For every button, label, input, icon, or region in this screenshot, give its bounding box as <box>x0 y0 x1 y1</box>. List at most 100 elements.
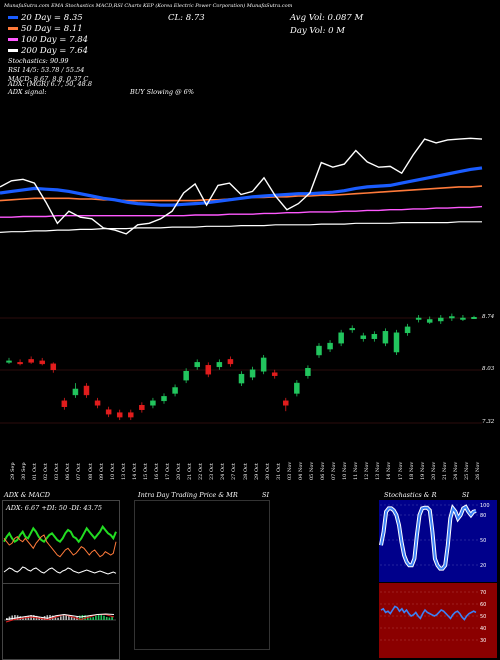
candle-body <box>94 400 101 406</box>
macd-histogram-bar <box>68 615 70 620</box>
rsi-panel <box>379 583 497 658</box>
ema-line-chart <box>0 137 483 235</box>
macd-histogram-bar <box>19 616 22 620</box>
price-axis-mid: 8.03 <box>482 366 495 372</box>
rsi-tick-label: 50 <box>480 614 486 620</box>
price-axis-bottom: 7.32 <box>482 419 495 425</box>
close-price: CL: 8.73 <box>168 13 205 23</box>
legend-label-ema-20: 20 Day = 8.35 <box>21 13 83 23</box>
candle-body <box>128 412 134 418</box>
candle-body <box>194 362 200 368</box>
candle-body <box>72 388 79 396</box>
adx-value: ADX: (MGR) 6.7, 50, 48.8 <box>8 80 93 88</box>
macd-histogram-bar <box>92 617 94 620</box>
legend-swatch-ema-100 <box>8 38 18 41</box>
candle-body <box>404 326 411 334</box>
minus-di-line <box>3 534 117 558</box>
close-price-line <box>0 137 483 235</box>
candle-body <box>271 372 278 376</box>
macd-histogram-bar <box>73 617 76 620</box>
legend-ema-50: 50 Day = 8.11 <box>8 24 83 34</box>
candle-body <box>28 359 34 363</box>
macd-line <box>5 613 115 620</box>
stochastics-value: Stochastics: 90.99 <box>8 57 69 65</box>
candle-body <box>449 316 455 319</box>
candle-body <box>61 400 68 407</box>
macd-histogram-bar <box>95 615 97 620</box>
legend-label-ema-100: 100 Day = 7.84 <box>21 35 89 45</box>
candle-body <box>50 363 57 371</box>
stochastics-tick-label: 100 <box>480 503 490 509</box>
macd-histogram-bar <box>87 616 89 620</box>
candle-body <box>139 405 145 410</box>
rsi-value: RSI 14/5: 53.78 / 55.54 <box>8 66 85 74</box>
candle-body <box>349 328 355 331</box>
day-volume: Day Vol: 0 M <box>290 26 345 36</box>
rsi-line <box>380 605 477 621</box>
candle-body <box>327 342 333 350</box>
candle-body <box>172 387 178 394</box>
macd-histogram-bar <box>24 616 27 620</box>
stochastics-panel-title: Stochastics & R <box>384 491 437 499</box>
adx-signal-label: ADX signal: <box>8 88 47 96</box>
candle-body <box>260 357 267 372</box>
intraday-si-label: SI <box>262 491 270 499</box>
chart-topline: MunafaSutra.com EMA Stochastics MACD,RSI… <box>4 3 293 9</box>
candle-body <box>183 370 189 381</box>
legend-swatch-ema-20 <box>8 16 18 19</box>
legend-ema-200: 200 Day = 7.64 <box>8 46 88 56</box>
macd-histogram-bar <box>60 616 62 620</box>
candle-body <box>39 360 45 365</box>
average-volume: Avg Vol: 0.087 M <box>290 13 364 23</box>
candle-body <box>471 317 477 320</box>
stochastics-line <box>380 505 477 570</box>
candle-body <box>17 362 23 365</box>
macd-value: MACD: 8.67, 8.8, 0.37 C <box>8 75 89 83</box>
legend-swatch-ema-50 <box>8 27 18 30</box>
macd-histogram-bar <box>14 615 16 620</box>
stochastics-tick-label: 50 <box>480 538 486 544</box>
ema-100-line <box>0 205 483 218</box>
legend-label-ema-50: 50 Day = 8.11 <box>21 24 83 34</box>
macd-histogram-bar <box>46 615 49 620</box>
candle-body <box>83 385 90 396</box>
candle-body <box>460 317 466 320</box>
candle-body <box>205 365 212 375</box>
macd-histogram-bar <box>100 615 103 620</box>
macd-histogram-bar <box>108 617 111 620</box>
stochastics-si-label: SI <box>462 491 470 499</box>
legend-label-ema-200: 200 Day = 7.64 <box>21 46 89 56</box>
rsi-tick-label: 60 <box>480 602 486 608</box>
macd-histogram-bar <box>81 615 84 620</box>
ema-20-line <box>0 166 483 207</box>
buy-signal: BUY Slowing @ 6% <box>130 88 194 96</box>
candle-body <box>426 319 433 323</box>
rsi-tick-label: 70 <box>480 590 486 596</box>
macd-histogram-bar <box>70 616 73 620</box>
legend-swatch-ema-200 <box>8 49 18 52</box>
candle-body <box>294 382 300 394</box>
macd-histogram-bar <box>111 616 113 620</box>
macd-histogram-bar <box>97 615 100 620</box>
macd-histogram-bar <box>65 615 67 620</box>
macd-histogram-bar <box>89 617 92 620</box>
candle-body <box>216 362 223 368</box>
candle-body <box>371 334 378 339</box>
candle-body <box>116 412 123 418</box>
adx-panel-values: ADX: 6.67 +DI: 50 -DI: 43.75 <box>6 504 102 512</box>
candle-body <box>338 332 344 344</box>
candle-body <box>316 345 322 356</box>
stochastics-shadow-line <box>379 503 477 571</box>
candle-body <box>238 373 245 384</box>
candle-body <box>283 400 289 406</box>
macd-histogram-bar <box>105 616 108 620</box>
rsi-tick-label: 30 <box>480 638 486 644</box>
legend-ema-20: 20 Day = 8.35 <box>8 13 83 23</box>
macd-histogram-bar <box>22 617 24 620</box>
candle-body <box>105 409 112 415</box>
macd-histogram-bar <box>54 616 57 620</box>
candle-body <box>249 369 256 378</box>
rsi-tick-label: 40 <box>480 626 486 632</box>
candle-body <box>415 317 422 320</box>
